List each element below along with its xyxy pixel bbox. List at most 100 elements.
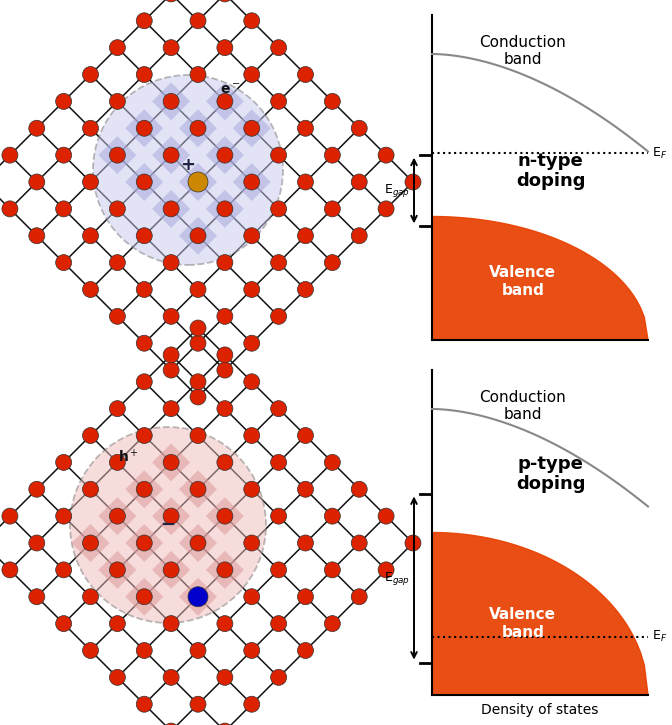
Circle shape — [83, 281, 99, 297]
Circle shape — [163, 0, 179, 2]
Polygon shape — [233, 163, 271, 201]
Circle shape — [217, 669, 233, 685]
Circle shape — [110, 455, 126, 471]
Polygon shape — [98, 136, 136, 174]
Circle shape — [56, 147, 72, 163]
Circle shape — [244, 67, 260, 83]
Circle shape — [83, 535, 99, 551]
Text: E$_F$: E$_F$ — [652, 146, 667, 161]
Circle shape — [190, 13, 206, 29]
Circle shape — [190, 335, 206, 351]
Circle shape — [217, 254, 233, 270]
Circle shape — [29, 174, 45, 190]
Circle shape — [325, 201, 340, 217]
Circle shape — [217, 616, 233, 631]
Polygon shape — [152, 83, 190, 120]
Circle shape — [298, 67, 313, 83]
Text: E$_F$: E$_F$ — [652, 629, 667, 644]
Circle shape — [136, 228, 153, 244]
Circle shape — [298, 228, 313, 244]
Circle shape — [217, 147, 233, 163]
Circle shape — [56, 508, 72, 524]
Circle shape — [163, 669, 179, 685]
Circle shape — [70, 427, 266, 623]
Circle shape — [244, 428, 260, 444]
Circle shape — [2, 508, 18, 524]
Circle shape — [217, 723, 233, 725]
Polygon shape — [432, 532, 648, 695]
Polygon shape — [179, 524, 217, 562]
Circle shape — [351, 481, 367, 497]
Circle shape — [217, 362, 233, 378]
Circle shape — [190, 67, 206, 83]
Text: E$_{gap}$: E$_{gap}$ — [384, 570, 410, 587]
Circle shape — [271, 94, 287, 109]
Circle shape — [136, 13, 153, 29]
Circle shape — [378, 562, 394, 578]
Circle shape — [110, 562, 126, 578]
Polygon shape — [179, 217, 217, 254]
Circle shape — [110, 147, 126, 163]
Circle shape — [163, 201, 179, 217]
Text: p-type
doping: p-type doping — [516, 455, 585, 494]
Circle shape — [136, 428, 153, 444]
Circle shape — [163, 562, 179, 578]
Circle shape — [325, 147, 340, 163]
Circle shape — [190, 120, 206, 136]
Polygon shape — [152, 190, 190, 228]
Circle shape — [351, 535, 367, 551]
Polygon shape — [179, 109, 217, 147]
Circle shape — [298, 281, 313, 297]
Circle shape — [188, 172, 208, 192]
Circle shape — [217, 94, 233, 109]
Circle shape — [298, 589, 313, 605]
Polygon shape — [71, 524, 110, 562]
Circle shape — [110, 94, 126, 109]
Polygon shape — [233, 109, 271, 147]
Circle shape — [217, 0, 233, 2]
Circle shape — [163, 362, 179, 378]
Circle shape — [190, 642, 206, 658]
Circle shape — [271, 616, 287, 631]
Text: +: + — [181, 156, 196, 174]
Circle shape — [351, 120, 367, 136]
Circle shape — [93, 75, 283, 265]
Circle shape — [244, 374, 260, 390]
Circle shape — [29, 535, 45, 551]
Circle shape — [83, 481, 99, 497]
Circle shape — [29, 589, 45, 605]
Circle shape — [298, 481, 313, 497]
Circle shape — [136, 335, 153, 351]
Polygon shape — [125, 471, 163, 508]
Circle shape — [56, 201, 72, 217]
Circle shape — [244, 174, 260, 190]
Circle shape — [271, 508, 287, 524]
Circle shape — [190, 281, 206, 297]
Circle shape — [271, 669, 287, 685]
Circle shape — [325, 254, 340, 270]
Circle shape — [163, 94, 179, 109]
Polygon shape — [206, 190, 244, 228]
Circle shape — [56, 254, 72, 270]
Polygon shape — [125, 163, 163, 201]
Circle shape — [2, 201, 18, 217]
Text: h$^+$: h$^+$ — [118, 448, 138, 465]
Circle shape — [83, 589, 99, 605]
Circle shape — [110, 40, 126, 56]
Circle shape — [163, 254, 179, 270]
Text: −: − — [161, 516, 175, 534]
Circle shape — [405, 174, 421, 190]
Circle shape — [217, 455, 233, 471]
Circle shape — [136, 481, 153, 497]
Circle shape — [29, 120, 45, 136]
Polygon shape — [179, 578, 217, 616]
Polygon shape — [98, 497, 136, 535]
Circle shape — [271, 308, 287, 324]
Circle shape — [271, 147, 287, 163]
Circle shape — [244, 589, 260, 605]
Circle shape — [110, 201, 126, 217]
Polygon shape — [125, 524, 163, 562]
Circle shape — [29, 228, 45, 244]
Circle shape — [110, 669, 126, 685]
Circle shape — [110, 508, 126, 524]
